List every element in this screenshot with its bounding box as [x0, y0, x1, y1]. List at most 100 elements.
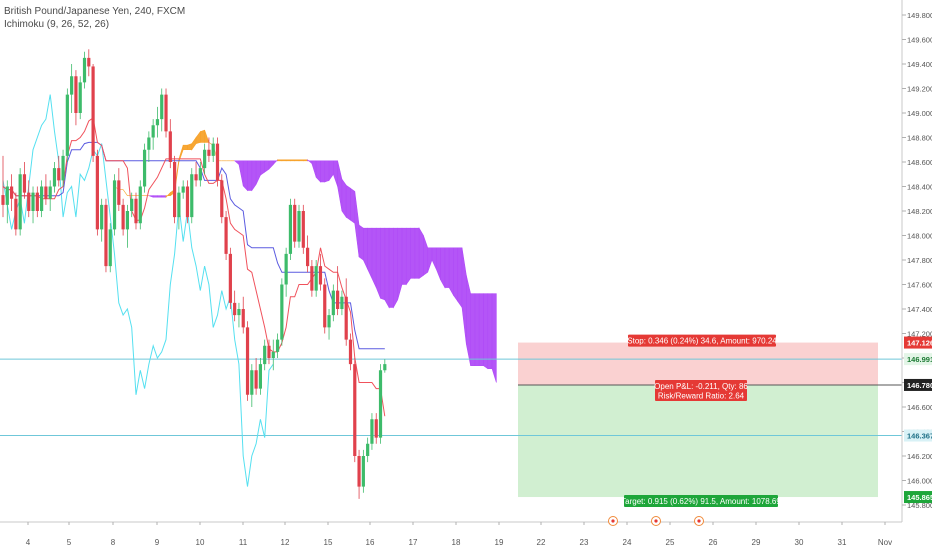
candle-body: [142, 149, 147, 187]
candle-body: [271, 351, 275, 358]
time-tick-label: 31: [838, 538, 847, 547]
event-marker-dot: [654, 519, 658, 523]
cloud-segment: [423, 235, 429, 276]
candle-body: [288, 204, 293, 254]
candle-body: [117, 180, 121, 205]
candle-body: [220, 180, 224, 218]
event-markers[interactable]: [608, 516, 704, 526]
candle-body: [14, 198, 18, 230]
cloud-segment: [405, 227, 411, 286]
time-tick-label: Nov: [878, 538, 892, 547]
time-tick-label: 4: [26, 538, 31, 547]
position-labels: Stop: 0.346 (0.24%) 34.6, Amount: 970.24…: [621, 334, 781, 508]
cloud-segment: [345, 184, 351, 221]
candle-body: [245, 327, 250, 395]
ichimoku-lines: [2, 94, 386, 487]
candle-body: [35, 192, 39, 211]
ichimoku-cloud: [114, 129, 497, 383]
cloud-segment: [397, 227, 403, 300]
cloud-segment: [298, 159, 304, 162]
candle-body: [297, 211, 301, 242]
candle-body: [374, 419, 378, 438]
stop-price-badge: [904, 336, 932, 349]
candle-body: [52, 168, 57, 187]
price-tick-label: 148.800: [907, 134, 932, 143]
cloud-segment: [187, 143, 193, 151]
cloud-segment: [466, 275, 471, 366]
event-marker-dot: [697, 519, 701, 523]
cloud-segment: [268, 160, 274, 170]
candle-body: [233, 302, 237, 316]
time-tick-label: 23: [580, 538, 589, 547]
candle-body: [185, 186, 190, 218]
price-tick-label: 146.200: [907, 452, 932, 461]
time-tick-label: 25: [666, 538, 675, 547]
cloud-segment: [148, 195, 154, 198]
cloud-segment: [260, 160, 265, 176]
indicator-label: Ichimoku (9, 26, 52, 26): [4, 19, 110, 30]
cloud-segment: [277, 159, 283, 162]
candle-body: [348, 339, 353, 365]
candle-body: [284, 253, 288, 285]
price-tick-label: 145.800: [907, 501, 932, 510]
time-axis[interactable]: 4 5 8 9 10 11 12 15 16 17 18 19 22 23 24 25 26 29 30 31 Nov: [0, 521, 902, 547]
chart-legend: British Pound/Japanese Yen, 240, FXCM Ic…: [4, 5, 185, 31]
cloud-segment: [152, 195, 158, 198]
cloud-segment: [483, 293, 489, 370]
candle-body: [173, 162, 177, 218]
cloud-segment: [478, 293, 484, 366]
candle-body: [61, 155, 65, 181]
cloud-segment: [380, 227, 386, 301]
cloud-segment: [178, 145, 184, 163]
candle-body: [314, 266, 318, 291]
candle-body: [250, 370, 254, 395]
stop-zone: [518, 342, 878, 385]
open-pl-label-box: [655, 379, 747, 401]
time-tick-label: 9: [155, 538, 160, 547]
candle-body: [108, 229, 112, 267]
candle-body: [340, 296, 344, 309]
candle-body: [194, 174, 198, 181]
candle-body: [22, 174, 27, 193]
target-price-badge-text: 145.865: [907, 493, 932, 502]
candle-body: [100, 204, 104, 230]
cloud-segment: [337, 160, 343, 212]
candle-body: [211, 143, 215, 156]
time-tick-label: 30: [795, 538, 804, 547]
candle-body: [241, 309, 245, 328]
stop-price-badge-text: 147.126: [907, 339, 932, 348]
candle-body: [190, 174, 194, 218]
candle-body: [31, 192, 35, 211]
candle-body: [74, 76, 78, 113]
price-axis[interactable]: 149.800 149.600 149.400 149.200 149.000 148.8…: [901, 0, 932, 522]
price-tick-label: 146.600: [907, 403, 932, 412]
candle-body: [207, 149, 211, 156]
cloud-segment: [487, 293, 493, 370]
cloud-segment: [371, 227, 377, 288]
time-tick-label: 24: [623, 538, 632, 547]
cloud-segment: [440, 247, 446, 289]
cloud-segment: [242, 160, 248, 192]
price-tick-label: 147.800: [907, 256, 932, 265]
cloud-segment: [294, 159, 300, 162]
entry-price-badge: [904, 378, 932, 391]
stop-label-text: Stop: 0.346 (0.24%) 34.6, Amount: 970.24: [627, 337, 777, 346]
cloud-segment: [388, 227, 394, 308]
candle-body: [224, 217, 228, 254]
price-tick-label: 149.200: [907, 85, 932, 94]
target-price-badge: [904, 491, 932, 504]
stop-label-box: [628, 334, 776, 347]
candle-body: [366, 443, 370, 456]
candle-body: [112, 180, 117, 230]
cloud-segment: [315, 160, 321, 183]
cloud-segment: [435, 247, 441, 281]
cloud-segment: [457, 247, 463, 309]
price-tick-label: 148.200: [907, 207, 932, 216]
cloud-segment: [122, 189, 128, 196]
cloud-segment: [233, 160, 240, 166]
candle-body: [125, 211, 130, 230]
cloud-segment: [410, 227, 416, 279]
candle-body: [78, 82, 82, 113]
candle-body: [357, 456, 361, 487]
